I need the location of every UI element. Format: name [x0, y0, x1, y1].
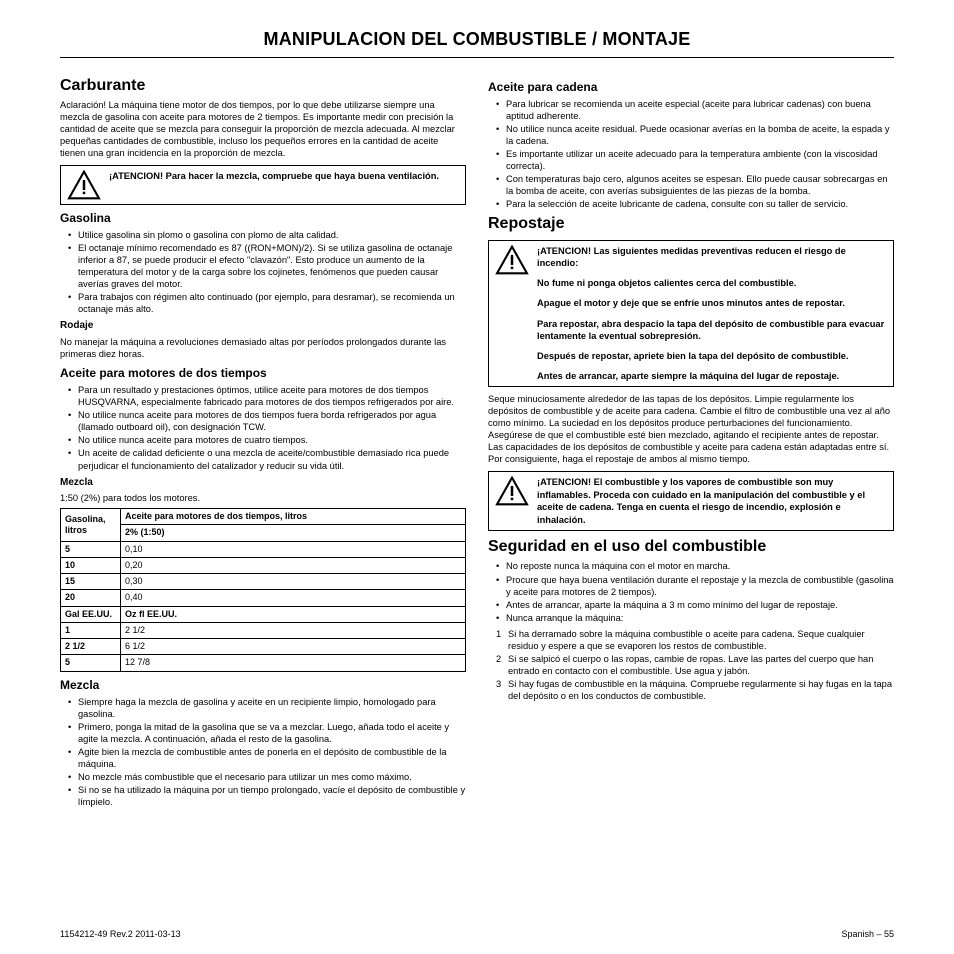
- heading-repostaje: Repostaje: [488, 214, 894, 234]
- warning-ventilacion: ¡ATENCION! Para hacer la mezcla, comprue…: [60, 165, 466, 205]
- table-cell: 6 1/2: [121, 639, 466, 655]
- list-item: Para un resultado y prestaciones óptimos…: [68, 384, 466, 408]
- para-ratio: 1:50 (2%) para todos los motores.: [60, 492, 466, 504]
- warning-line: Antes de arrancar, aparte siempre la máq…: [537, 370, 887, 382]
- para-rodaje: No manejar la máquina a revoluciones dem…: [60, 336, 466, 360]
- content-columns: Carburante Aclaración! La máquina tiene …: [60, 74, 894, 813]
- list-item: No mezcle más combustible que el necesar…: [68, 771, 466, 783]
- list-item: Un aceite de calidad deficiente o una me…: [68, 447, 466, 471]
- list-item: Si se salpicó el cuerpo o las ropas, cam…: [496, 653, 894, 677]
- warning-line: ¡ATENCION! Las siguientes medidas preven…: [537, 245, 887, 269]
- warning-icon: [67, 170, 101, 200]
- warning-line: Después de repostar, apriete bien la tap…: [537, 350, 887, 362]
- table-cell: 0,10: [121, 541, 466, 557]
- table-cell: 15: [61, 574, 121, 590]
- table-cell: 10: [61, 557, 121, 573]
- list-item: No utilice nunca aceite para motores de …: [68, 434, 466, 446]
- list-item: No reposte nunca la máquina con el motor…: [496, 560, 894, 572]
- left-column: Carburante Aclaración! La máquina tiene …: [60, 74, 466, 813]
- table-cell: 5: [61, 541, 121, 557]
- list-item: No utilice nunca aceite para motores de …: [68, 409, 466, 433]
- heading-mezcla: Mezcla: [60, 678, 466, 693]
- list-item: Nunca arranque la máquina:: [496, 612, 894, 624]
- right-column: Aceite para cadena Para lubricar se reco…: [488, 74, 894, 813]
- list-item: Antes de arrancar, aparte la máquina a 3…: [496, 599, 894, 611]
- list-item: Si no se ha utilizado la máquina por un …: [68, 784, 466, 808]
- warning-icon: [495, 476, 529, 506]
- list-item: Procure que haya buena ventilación duran…: [496, 574, 894, 598]
- list-gasolina: Utilice gasolina sin plomo o gasolina co…: [60, 229, 466, 316]
- table-cell: 0,20: [121, 557, 466, 573]
- list-item: Para trabajos con régimen alto continuad…: [68, 291, 466, 315]
- page-footer: 1154212-49 Rev.2 2011-03-13 Spanish – 55: [60, 929, 894, 940]
- warning-line: Para repostar, abra despacio la tapa del…: [537, 318, 887, 342]
- list-item: No utilice nunca aceite residual. Puede …: [496, 123, 894, 147]
- heading-cadena: Aceite para cadena: [488, 80, 894, 95]
- warning-inflamable: ¡ATENCION! El combustible y los vapores …: [488, 471, 894, 531]
- list-item: Para la selección de aceite lubricante d…: [496, 198, 894, 210]
- mix-table: Gasolina, litrosAceite para motores de d…: [60, 508, 466, 672]
- list-item: Si hay fugas de combustible en la máquin…: [496, 678, 894, 702]
- warning-line: Apague el motor y deje que se enfríe uno…: [537, 297, 887, 309]
- list-item: Con temperaturas bajo cero, algunos acei…: [496, 173, 894, 197]
- warning-repostaje: ¡ATENCION! Las siguientes medidas preven…: [488, 240, 894, 387]
- table-cell: Oz fl EE.UU.: [121, 606, 466, 622]
- list-seguridad-num: Si ha derramado sobre la máquina combust…: [488, 628, 894, 702]
- table-cell: 0,40: [121, 590, 466, 606]
- table-cell: Gal EE.UU.: [61, 606, 121, 622]
- list-item: Primero, ponga la mitad de la gasolina q…: [68, 721, 466, 745]
- heading-carburante: Carburante: [60, 76, 466, 96]
- list-item: Es importante utilizar un aceite adecuad…: [496, 148, 894, 172]
- para-repostaje: Seque minuciosamente alrededor de las ta…: [488, 393, 894, 465]
- list-item: Utilice gasolina sin plomo o gasolina co…: [68, 229, 466, 241]
- heading-rodaje: Rodaje: [60, 320, 466, 333]
- list-seguridad: No reposte nunca la máquina con el motor…: [488, 560, 894, 623]
- footer-left: 1154212-49 Rev.2 2011-03-13: [60, 929, 181, 940]
- warning-line: No fume ni ponga objetos calientes cerca…: [537, 277, 887, 289]
- warning-text: ¡ATENCION! Las siguientes medidas preven…: [537, 245, 887, 382]
- warning-icon: [495, 245, 529, 275]
- list-item: Agite bien la mezcla de combustible ante…: [68, 746, 466, 770]
- warning-text: ¡ATENCION! Para hacer la mezcla, comprue…: [109, 170, 439, 183]
- table-cell: 2 1/2: [61, 639, 121, 655]
- list-item: Para lubricar se recomienda un aceite es…: [496, 98, 894, 122]
- heading-gasolina: Gasolina: [60, 211, 466, 226]
- heading-seguridad: Seguridad en el uso del combustible: [488, 537, 894, 557]
- heading-aceite2t: Aceite para motores de dos tiempos: [60, 366, 466, 381]
- page-header: MANIPULACION DEL COMBUSTIBLE / MONTAJE: [60, 28, 894, 58]
- list-mezcla: Siempre haga la mezcla de gasolina y ace…: [60, 696, 466, 809]
- list-item: El octanaje mínimo recomendado es 87 ((R…: [68, 242, 466, 290]
- list-aceite2t: Para un resultado y prestaciones óptimos…: [60, 384, 466, 472]
- warning-text: ¡ATENCION! El combustible y los vapores …: [537, 476, 887, 526]
- footer-right: Spanish – 55: [841, 929, 894, 940]
- list-item: Si ha derramado sobre la máquina combust…: [496, 628, 894, 652]
- table-cell: 12 7/8: [121, 655, 466, 671]
- heading-mezcla-ratio: Mezcla: [60, 477, 466, 490]
- list-cadena: Para lubricar se recomienda un aceite es…: [488, 98, 894, 211]
- table-cell: 20: [61, 590, 121, 606]
- para-carburante: Aclaración! La máquina tiene motor de do…: [60, 99, 466, 159]
- table-cell: 0,30: [121, 574, 466, 590]
- table-cell: 1: [61, 622, 121, 638]
- table-cell: 2 1/2: [121, 622, 466, 638]
- list-item: Siempre haga la mezcla de gasolina y ace…: [68, 696, 466, 720]
- table-cell: 5: [61, 655, 121, 671]
